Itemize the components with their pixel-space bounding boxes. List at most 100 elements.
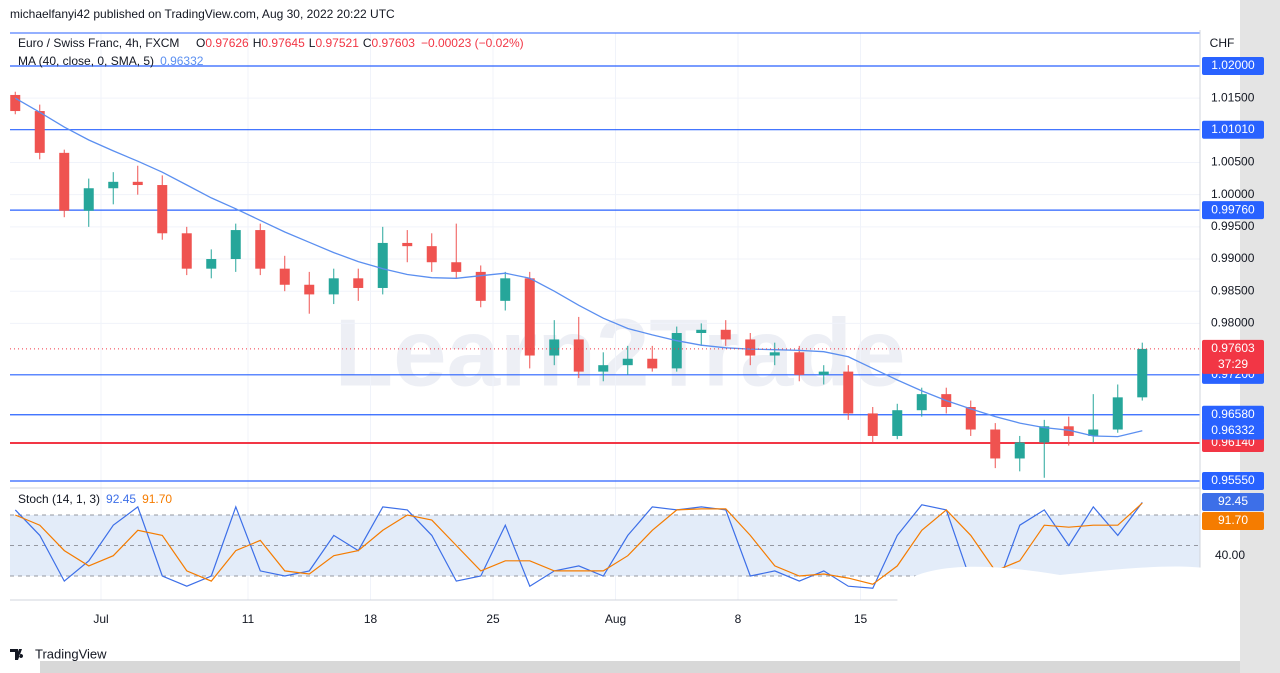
candle-body <box>524 278 535 356</box>
level-label: 0.95550 <box>1211 473 1255 487</box>
stoch-last-label-box <box>1202 512 1264 530</box>
level-label-box <box>1202 471 1264 490</box>
stoch-legend-value: 92.45 <box>106 492 136 506</box>
ohlc-value: 0.97521 <box>315 36 359 50</box>
x-tick-label: 15 <box>854 612 868 626</box>
candle-body <box>426 246 437 263</box>
level-label: 0.99760 <box>1211 202 1255 216</box>
brand-icon <box>10 649 24 660</box>
candle-body <box>1088 429 1099 436</box>
candle-body <box>769 352 780 356</box>
stoch-line <box>15 502 1143 585</box>
stoch-last-label: 91.70 <box>1218 513 1248 527</box>
candle-body <box>255 230 266 269</box>
occlusion <box>897 566 1235 660</box>
stoch-legend: Stoch (14, 1, 3) <box>18 492 100 506</box>
bottom-margin <box>40 661 1240 673</box>
ohlc-key: C <box>363 36 372 50</box>
candle-body <box>696 329 707 334</box>
level-label: 0.96580 <box>1211 407 1255 421</box>
candle-body <box>108 181 119 189</box>
y-tick-label: 1.01500 <box>1211 90 1255 104</box>
candle-body <box>34 111 45 153</box>
candle-body <box>867 413 878 436</box>
level-label-box <box>1202 201 1264 220</box>
ma-line <box>14 97 1143 438</box>
candle-body <box>965 406 976 430</box>
level-label-box <box>1202 405 1264 424</box>
candle-body <box>181 233 192 269</box>
brand-logo <box>10 649 24 660</box>
symbol: Euro / Swiss Franc, 4h, FXCM <box>18 36 179 50</box>
x-tick-label: 18 <box>364 612 378 626</box>
level-label-box <box>1202 120 1264 139</box>
candle-body <box>279 268 290 285</box>
ohlc-key: O <box>196 36 205 50</box>
ma-last-label-box <box>1202 421 1264 440</box>
candle-body <box>892 410 903 436</box>
level-label: 1.01010 <box>1211 122 1255 136</box>
ma-last-label: 0.96332 <box>1211 423 1255 437</box>
candle-body <box>500 278 511 301</box>
candle-body <box>990 429 1001 459</box>
currency: CHF <box>1210 36 1235 50</box>
candle-body <box>647 358 658 369</box>
ma-legend: MA (40, close, 0, SMA, 5) <box>18 54 154 68</box>
candle-body <box>475 271 486 301</box>
candle-body <box>549 339 560 356</box>
candle-body <box>353 278 364 288</box>
watermark: Learn2Trade <box>335 299 906 406</box>
y-tick-label: 0.98000 <box>1211 316 1255 330</box>
candle-body <box>1039 426 1050 443</box>
y-tick-label: 0.99500 <box>1211 219 1255 233</box>
ohlc-key: H <box>253 36 262 50</box>
candle-body <box>304 284 315 295</box>
stoch-last-label: 92.45 <box>1218 494 1248 508</box>
ohlc-value: 0.97626 <box>205 36 249 50</box>
candle-body <box>402 242 413 247</box>
y-tick-label: 0.99000 <box>1211 251 1255 265</box>
candle-body <box>59 152 70 211</box>
candle-body <box>818 371 829 375</box>
publisher: michaelfanyi42 published on TradingView.… <box>10 7 395 21</box>
x-tick-label: 11 <box>242 612 255 626</box>
candle-body <box>206 259 217 269</box>
candle-body <box>622 358 633 366</box>
candle-body <box>1063 426 1074 436</box>
candle-body <box>843 371 854 414</box>
stoch-tick-label: 40.00 <box>1215 548 1245 562</box>
stoch-line <box>14 502 1143 593</box>
x-tick-label: Jul <box>93 612 108 626</box>
candle-body <box>328 278 339 295</box>
candle-body <box>598 365 609 372</box>
ohlc-change: −0.00023 (−0.02%) <box>421 36 524 50</box>
ma-legend-value: 0.96332 <box>160 54 204 68</box>
candle-body <box>132 181 143 186</box>
candle-body <box>1137 348 1148 398</box>
candle-body <box>916 394 927 411</box>
candle-body <box>377 242 388 288</box>
x-tick-label: Aug <box>605 612 626 626</box>
candle-body <box>1014 442 1025 459</box>
candle-body <box>720 329 731 340</box>
candle-body <box>451 262 462 272</box>
candle-body <box>230 230 241 260</box>
candle-body <box>671 333 682 369</box>
level-label: 1.02000 <box>1211 58 1255 72</box>
last-price-box <box>1202 339 1264 374</box>
ohlc-value: 0.97603 <box>372 36 416 50</box>
ohlc-key: L <box>309 36 316 50</box>
candle-body <box>10 94 21 112</box>
x-tick-label: 8 <box>735 612 742 626</box>
brand: TradingView <box>35 646 107 661</box>
countdown: 37:29 <box>1218 357 1248 371</box>
candle-body <box>745 339 756 356</box>
last-price-label: 0.97603 <box>1211 341 1255 355</box>
y-tick-label: 1.00500 <box>1211 155 1255 169</box>
stoch-legend-value: 91.70 <box>142 492 172 506</box>
y-tick-label: 1.00000 <box>1211 187 1255 201</box>
right-margin <box>1240 0 1280 673</box>
ohlc-value: 0.97645 <box>261 36 305 50</box>
stoch-last-label-box <box>1202 493 1264 511</box>
